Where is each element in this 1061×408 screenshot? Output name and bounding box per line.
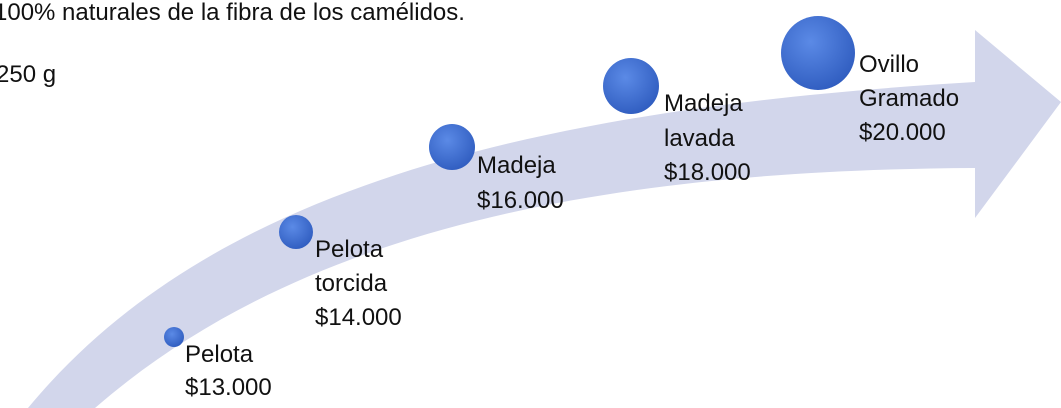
node-label: $13.000 [185,374,272,401]
header-line: 100% naturales de la fibra de los caméli… [0,0,465,26]
node-label: Pelota [185,341,254,368]
node-dot [429,124,475,170]
progress-arrow [28,30,1061,408]
node-label: $16.000 [477,187,564,214]
node-dot [781,16,855,90]
node-label: Gramado [859,85,959,112]
node-label: lavada [664,125,735,152]
header-line: 250 g [0,61,56,88]
node-label: Ovillo [859,51,919,78]
node-label: $20.000 [859,119,946,146]
node-label: Pelota [315,236,384,263]
node-label: Madeja [664,90,743,117]
node-label: $14.000 [315,304,402,331]
node-dot [164,327,184,347]
node-dot [603,58,659,114]
node-dot [279,215,313,249]
node-label: Madeja [477,152,556,179]
node-label: $18.000 [664,159,751,186]
node-label: torcida [315,270,388,297]
